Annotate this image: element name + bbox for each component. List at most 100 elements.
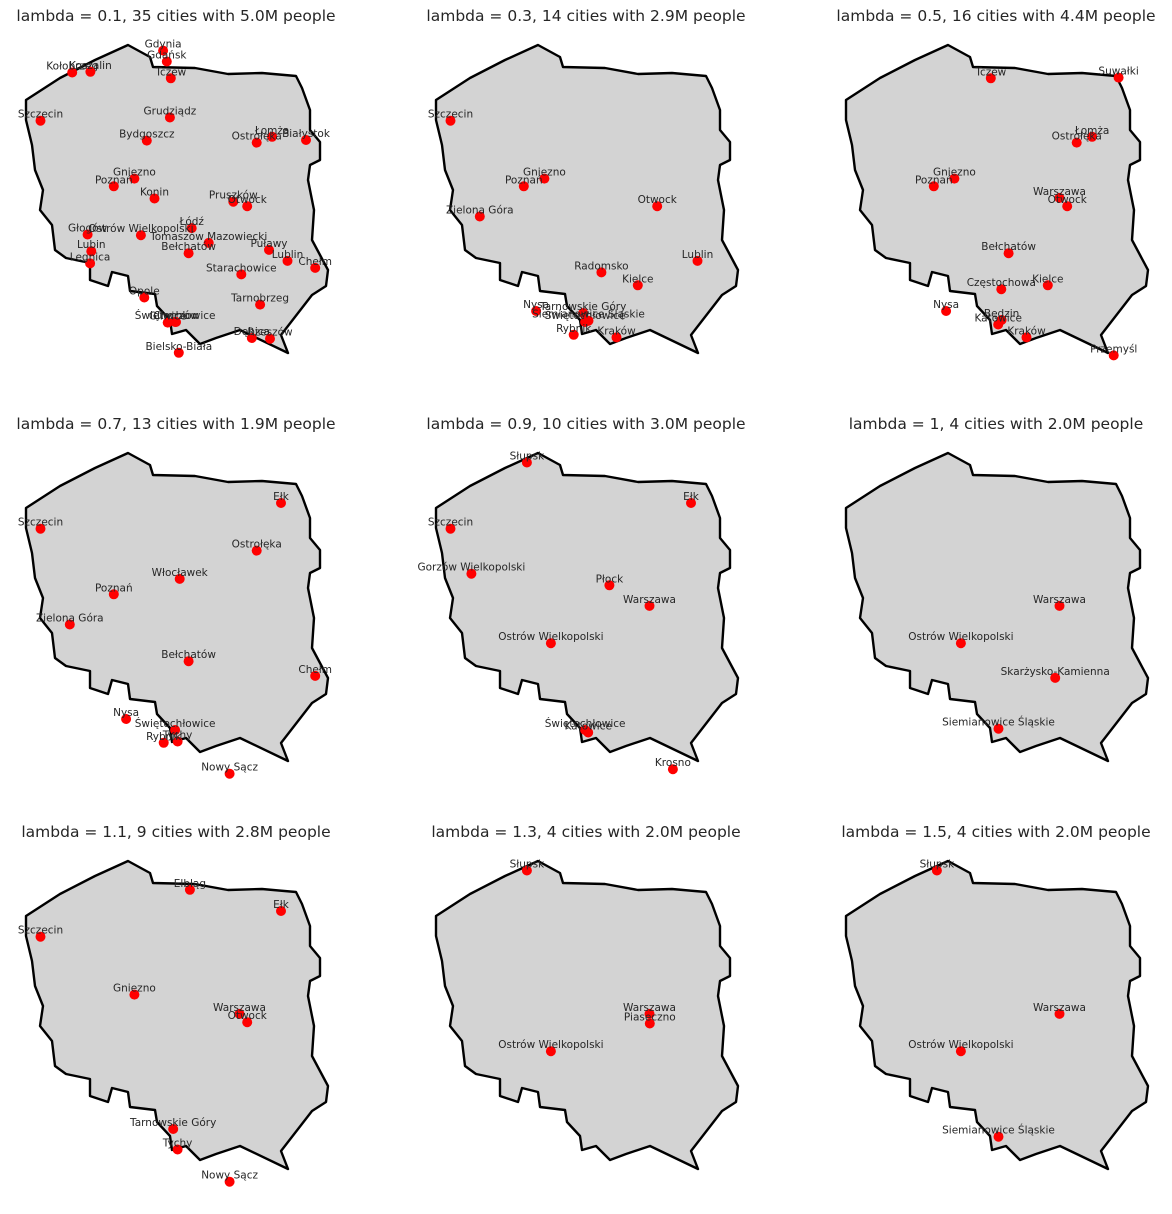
country-outline — [24, 43, 330, 355]
city-marker — [35, 115, 46, 126]
city-marker — [1042, 280, 1053, 291]
city-label: Otwock — [1048, 194, 1088, 206]
panel-title: lambda = 1, 4 cities with 2.0M people — [848, 415, 1144, 433]
city-label: Gdynia — [145, 39, 182, 51]
panel-title: lambda = 1.3, 4 cities with 2.0M people — [431, 823, 741, 841]
city-label: Siemianowice Śląskie — [942, 716, 1055, 729]
city-marker — [632, 280, 643, 291]
city-label: Gniezno — [933, 167, 976, 179]
city-marker — [108, 589, 119, 600]
city-marker — [686, 498, 696, 508]
city-marker — [170, 725, 181, 735]
map-panel: lambda = 0.1, 35 cities with 5.0M people… — [0, 0, 390, 398]
city-label: Słupsk — [510, 451, 545, 463]
city-label: Warszawa — [1033, 594, 1086, 606]
city-marker — [161, 56, 172, 67]
city-label: Nowy Sącz — [201, 762, 258, 774]
city-label: Łomża — [1074, 125, 1110, 137]
city-label: Siemianowice Śląskie — [532, 308, 645, 321]
city-marker — [158, 737, 169, 748]
map-panel: lambda = 0.9, 10 cities with 3.0M people… — [410, 408, 800, 806]
country-outline — [434, 451, 740, 763]
city-marker — [445, 115, 456, 126]
city-marker — [141, 135, 152, 146]
city-label: Tychy — [162, 730, 193, 742]
city-marker — [158, 45, 169, 56]
city-label: Gniezno — [113, 167, 156, 179]
city-marker — [521, 865, 532, 876]
country-outline — [434, 859, 740, 1171]
city-marker — [276, 906, 286, 916]
city-marker — [993, 1131, 1004, 1142]
city-label: Otwock — [228, 1010, 268, 1022]
city-marker — [82, 229, 93, 240]
city-marker — [667, 764, 678, 775]
city-marker — [545, 1046, 556, 1057]
city-marker — [1054, 600, 1065, 611]
city-marker — [474, 211, 485, 222]
city-label: Ostrołęka — [232, 539, 282, 551]
city-marker — [445, 523, 456, 534]
city-marker — [949, 173, 960, 184]
city-label: Białystok — [282, 128, 331, 140]
city-label: Częstochowa — [967, 277, 1036, 289]
city-label: Poznań — [95, 582, 133, 594]
city-marker — [35, 523, 46, 534]
map-panel: lambda = 1.1, 9 cities with 2.8M people E… — [0, 816, 390, 1214]
city-marker — [255, 299, 266, 310]
city-marker — [171, 317, 181, 327]
city-marker — [183, 656, 194, 667]
city-marker — [264, 244, 274, 255]
city-label: Konin — [140, 187, 169, 199]
city-label: Ełk — [683, 491, 700, 503]
city-marker — [466, 568, 477, 579]
city-label: Chełm — [298, 664, 332, 676]
city-label: Chełm — [298, 256, 332, 268]
country-outline — [844, 451, 1150, 763]
city-label: Nysa — [933, 299, 959, 311]
country-outline — [844, 43, 1150, 355]
city-label: Ostrów Wielkopolski — [498, 631, 603, 643]
poland-map: Warszawa Ostrów Wielkopolski Skarżysko-Kam… — [844, 451, 1150, 763]
city-marker — [1021, 332, 1032, 343]
panel-title: lambda = 0.9, 10 cities with 3.0M people — [426, 415, 746, 433]
city-marker — [1071, 137, 1082, 148]
city-marker — [539, 173, 550, 184]
city-label: Lubin — [77, 239, 106, 251]
city-marker — [985, 73, 996, 84]
city-label: Świętochłowice — [135, 717, 216, 730]
city-label: Nowy Sącz — [201, 1170, 258, 1182]
city-label: Poznań — [95, 174, 133, 186]
city-marker — [67, 67, 78, 78]
panel-title: lambda = 0.3, 14 cities with 2.9M people — [426, 7, 746, 25]
city-label: Szczecin — [18, 109, 63, 121]
city-marker — [301, 135, 311, 145]
city-label: Lublin — [272, 249, 303, 261]
country-outline — [24, 451, 330, 763]
city-marker — [85, 66, 96, 77]
city-label: Rybnik — [146, 731, 182, 743]
city-marker — [531, 306, 542, 316]
city-label: Gniezno — [113, 983, 156, 995]
city-label: Lublin — [682, 249, 713, 261]
city-label: Koszalin — [69, 60, 112, 72]
panel-title: lambda = 1.1, 9 cities with 2.8M people — [21, 823, 331, 841]
city-marker — [596, 267, 607, 278]
panel-title: lambda = 1.5, 4 cities with 2.0M people — [841, 823, 1151, 841]
city-marker — [139, 292, 150, 303]
city-marker — [164, 112, 175, 123]
city-marker — [928, 181, 939, 192]
city-label: Warszawa — [1033, 186, 1086, 198]
city-label: Ostrów Wielkopolski — [498, 1039, 603, 1051]
map-panel: lambda = 1, 4 cities with 2.0M people War… — [820, 408, 1172, 806]
city-marker — [265, 333, 275, 344]
city-marker — [1087, 131, 1098, 142]
city-label: Piaseczno — [624, 1012, 676, 1024]
city-marker — [1113, 72, 1124, 83]
city-label: Płock — [596, 573, 625, 585]
city-marker — [993, 319, 1004, 330]
city-label: Łódź — [178, 216, 204, 228]
